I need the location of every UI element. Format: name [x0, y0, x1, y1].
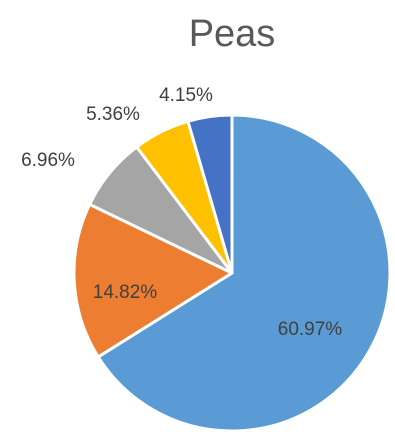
pie-slice-1 — [96, 113, 392, 433]
chart-title: Peas — [189, 13, 276, 55]
pie-slice-5 — [186, 113, 234, 275]
slice-label-2: 14.82% — [93, 282, 158, 303]
pie-slices — [72, 113, 392, 433]
slice-label-4: 5.36% — [86, 104, 140, 125]
pie-slice-2 — [72, 202, 234, 359]
pie-labels: 60.97% 14.82% 6.96% 5.36% 4.15% — [21, 85, 342, 340]
slice-label-5: 4.15% — [159, 85, 213, 106]
slice-label-1: 60.97% — [278, 319, 343, 340]
slice-label-3: 6.96% — [21, 150, 75, 171]
